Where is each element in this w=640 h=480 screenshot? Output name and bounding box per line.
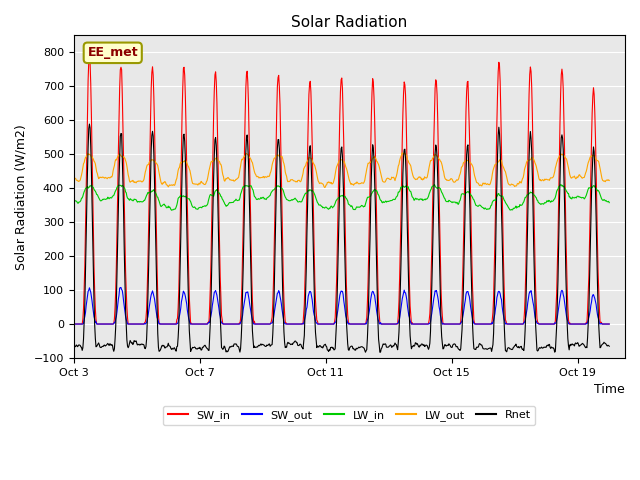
- Line: LW_in: LW_in: [74, 185, 609, 210]
- SW_in: [86, 53, 93, 59]
- SW_in: [143, 307, 150, 312]
- X-axis label: Time: Time: [595, 383, 625, 396]
- SW_out: [348, 321, 355, 327]
- LW_in: [142, 194, 150, 200]
- Line: LW_out: LW_out: [74, 153, 609, 188]
- SW_in: [348, 321, 355, 327]
- LW_in: [393, 193, 401, 199]
- SW_out: [605, 321, 613, 327]
- LW_out: [481, 181, 488, 187]
- SW_in: [480, 321, 488, 327]
- Rnet: [394, 347, 401, 353]
- Rnet: [132, 338, 140, 344]
- Rnet: [348, 343, 355, 349]
- LW_out: [131, 179, 139, 185]
- Y-axis label: Solar Radiation (W/m2): Solar Radiation (W/m2): [15, 124, 28, 270]
- Rnet: [86, 121, 93, 127]
- LW_in: [179, 193, 187, 199]
- Rnet: [70, 344, 77, 349]
- Rnet: [179, 150, 187, 156]
- LW_in: [131, 196, 139, 202]
- Rnet: [481, 346, 488, 352]
- Rnet: [143, 336, 150, 342]
- LW_in: [348, 203, 355, 209]
- LW_out: [70, 175, 77, 181]
- SW_out: [117, 285, 125, 290]
- LW_in: [431, 182, 438, 188]
- SW_in: [605, 321, 613, 327]
- LW_out: [348, 181, 355, 187]
- Title: Solar Radiation: Solar Radiation: [291, 15, 408, 30]
- Legend: SW_in, SW_out, LW_in, LW_out, Rnet: SW_in, SW_out, LW_in, LW_out, Rnet: [163, 406, 536, 425]
- Rnet: [605, 343, 613, 349]
- Line: SW_out: SW_out: [74, 288, 609, 324]
- SW_out: [393, 321, 401, 326]
- LW_out: [393, 170, 401, 176]
- SW_in: [132, 321, 140, 327]
- LW_in: [605, 200, 613, 205]
- LW_out: [398, 150, 406, 156]
- LW_out: [605, 178, 613, 183]
- SW_out: [480, 321, 488, 327]
- SW_out: [143, 320, 150, 326]
- LW_in: [481, 206, 488, 212]
- LW_out: [142, 167, 150, 173]
- Line: Rnet: Rnet: [74, 124, 609, 352]
- SW_out: [70, 321, 77, 327]
- SW_in: [393, 321, 401, 327]
- LW_out: [321, 185, 328, 191]
- Rnet: [376, 349, 384, 355]
- Line: SW_in: SW_in: [74, 56, 609, 324]
- SW_in: [70, 321, 77, 327]
- LW_out: [179, 159, 186, 165]
- Text: EE_met: EE_met: [88, 46, 138, 60]
- LW_in: [70, 198, 77, 204]
- LW_in: [168, 207, 175, 213]
- SW_out: [132, 321, 140, 327]
- SW_out: [179, 292, 187, 298]
- SW_in: [179, 85, 187, 91]
